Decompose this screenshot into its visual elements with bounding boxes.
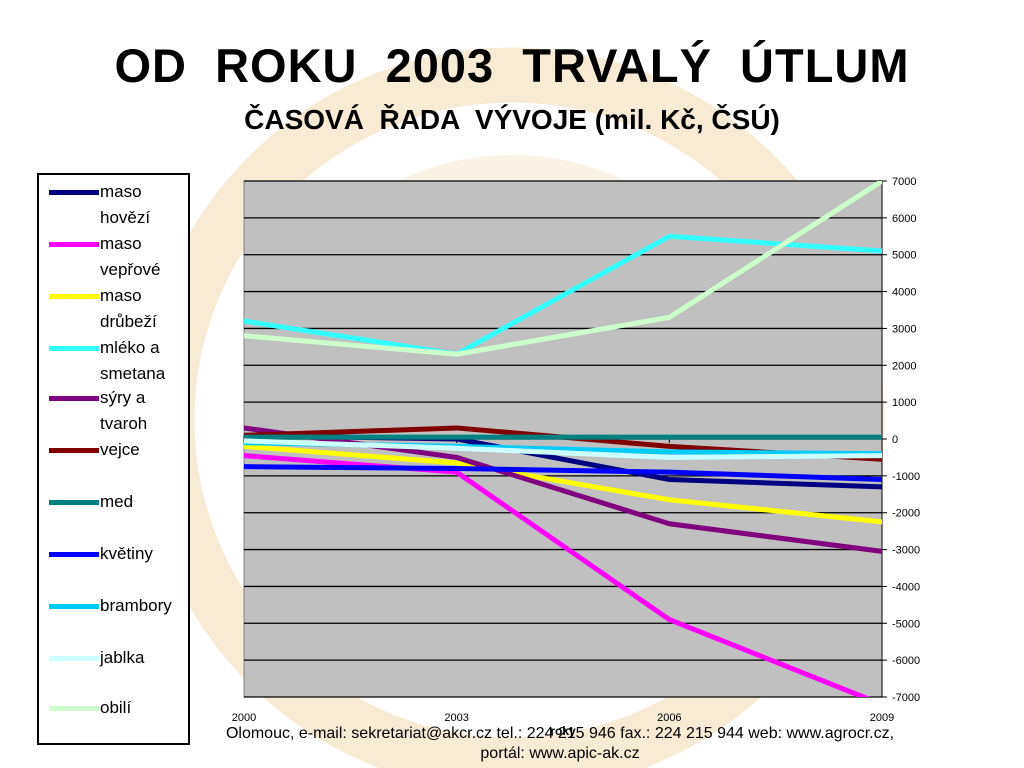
series-line xyxy=(244,181,882,357)
y-tick-label: -6000 xyxy=(892,655,920,667)
legend-swatch xyxy=(49,706,99,711)
footer-line-contacts: Olomouc, e-mail: sekretariat@akcr.cz tel… xyxy=(225,725,895,742)
legend-label: med xyxy=(100,492,134,511)
y-tick-label: 5000 xyxy=(892,250,916,262)
y-tick-label: 2000 xyxy=(892,360,916,372)
legend-swatch xyxy=(49,396,99,401)
legend-label: maso hovězí xyxy=(100,182,151,227)
legend-swatch xyxy=(49,500,99,505)
x-tick-label: 2003 xyxy=(444,712,468,724)
legend-label: jablka xyxy=(100,648,145,667)
footer-contact: Olomouc, e-mail: sekretariat@akcr.cz tel… xyxy=(150,724,970,764)
footer-line-portal: portál: www.apic-ak.cz xyxy=(480,745,640,762)
legend-swatch xyxy=(49,656,99,661)
x-tick-label: 2000 xyxy=(232,712,256,724)
legend-swatch xyxy=(49,604,99,609)
y-tick-label: 0 xyxy=(892,434,898,446)
series-line xyxy=(244,464,882,483)
legend-swatch xyxy=(49,552,99,557)
page-subtitle: ČASOVÁ ŘADA VÝVOJE (mil. Kč, ČSÚ) xyxy=(244,104,780,135)
chart-legend: maso hovězí maso vepřové maso drůbeží mléko… xyxy=(37,173,190,745)
y-tick-label: -1000 xyxy=(892,471,920,483)
y-tick-label: 1000 xyxy=(892,397,916,409)
y-tick-label: 3000 xyxy=(892,323,916,335)
legend-label: vejce xyxy=(100,440,140,459)
page-title: OD ROKU 2003 TRVALÝ ÚTLUM xyxy=(114,39,910,92)
x-tick-label: 2009 xyxy=(870,712,894,724)
series-line xyxy=(244,233,882,357)
series-line xyxy=(244,453,871,697)
legend-label: maso vepřové xyxy=(100,234,161,279)
legend-label: mléko a smetana xyxy=(100,338,166,383)
x-axis-label: roky xyxy=(550,724,576,738)
legend-label: sýry a tvaroh xyxy=(100,388,148,433)
y-tick-label: 7000 xyxy=(892,176,916,188)
legend-swatch xyxy=(49,346,99,351)
y-tick-label: -2000 xyxy=(892,508,920,520)
legend-swatch xyxy=(49,190,99,195)
y-tick-label: 6000 xyxy=(892,213,916,225)
legend-swatch xyxy=(49,448,99,453)
legend-label: maso drůbeží xyxy=(100,286,157,331)
y-tick-label: -3000 xyxy=(892,545,920,557)
y-tick-label: -5000 xyxy=(892,618,920,630)
series-line xyxy=(244,443,882,525)
series-line xyxy=(244,438,882,460)
legend-label: obilí xyxy=(100,698,132,717)
y-tick-label: 4000 xyxy=(892,287,916,299)
y-tick-label: -7000 xyxy=(892,692,920,704)
y-tick-label: -4000 xyxy=(892,581,920,593)
legend-label: květiny xyxy=(100,544,153,563)
series-group xyxy=(244,181,882,697)
legend-swatch xyxy=(49,294,99,299)
legend-label: brambory xyxy=(100,596,172,615)
legend-swatch xyxy=(49,242,99,247)
x-tick-label: 2006 xyxy=(657,712,681,724)
